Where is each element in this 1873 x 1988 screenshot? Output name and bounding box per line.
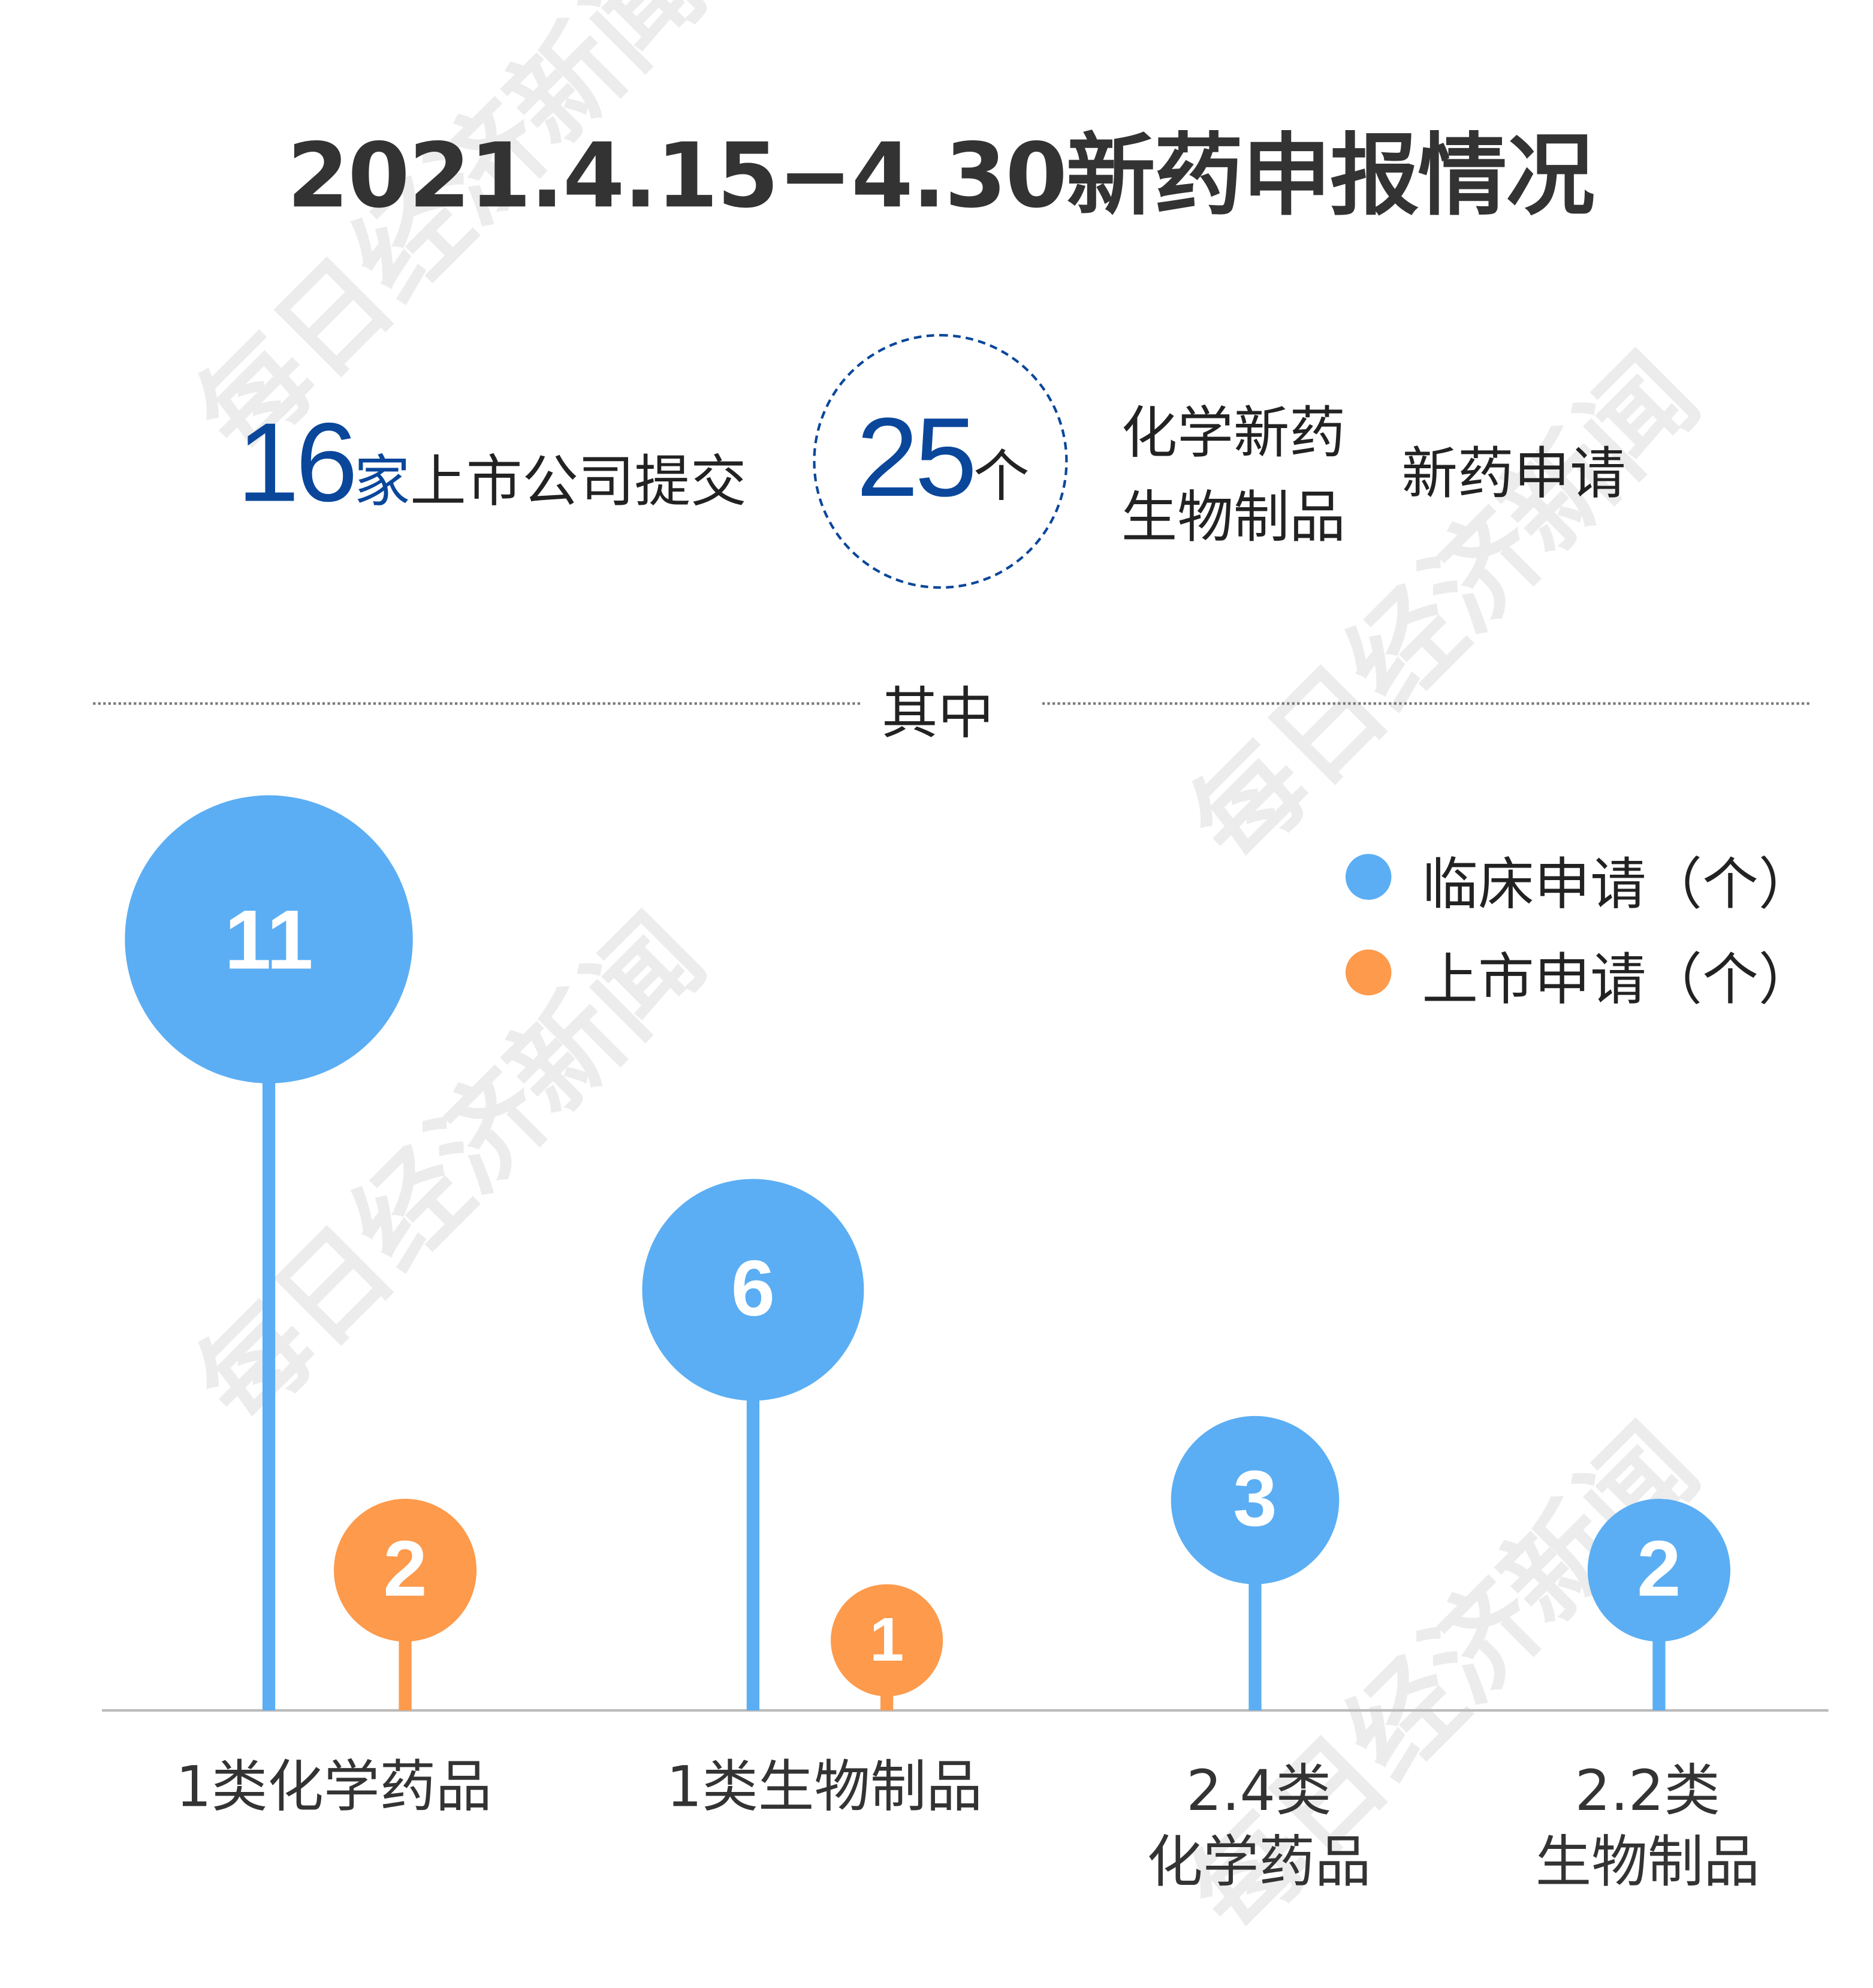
company-text: 上市公司提交 (410, 450, 747, 515)
type-chemical: 化学新药 (1121, 401, 1346, 467)
data-label: 11 (224, 892, 313, 987)
market-bubble: 1 (831, 1584, 943, 1697)
data-label: 3 (1233, 1456, 1277, 1544)
category-label: 1类化学药品 (176, 1755, 492, 1820)
application-unit: 个 (973, 444, 1030, 510)
application-count: 25 (856, 393, 978, 520)
data-label: 2 (383, 1526, 427, 1615)
category-label: 2.2类 生物制品 (1535, 1758, 1760, 1896)
data-label: 2 (1637, 1526, 1681, 1615)
application-summary: 25个 (856, 393, 1030, 523)
category-label: 2.4类 化学药品 (1147, 1758, 1371, 1896)
baseline (102, 1709, 1829, 1712)
application-text: 新药申请 (1401, 442, 1626, 508)
dashed-circle (813, 333, 1068, 589)
data-label: 6 (731, 1246, 776, 1334)
page-title: 2021.4.15−4.30新药申报情况 (286, 124, 1595, 228)
divider-right (1042, 702, 1809, 705)
company-unit: 家 (354, 450, 411, 515)
company-summary: 16家上市公司提交 (237, 397, 746, 528)
legend-marker-clinical (1345, 854, 1392, 900)
clinical-bubble: 2 (1587, 1498, 1731, 1643)
clinical-stem (262, 939, 276, 1710)
data-label: 1 (869, 1606, 904, 1675)
company-count: 16 (237, 399, 358, 525)
clinical-bubble: 3 (1171, 1415, 1340, 1585)
divider-label: 其中 (882, 682, 994, 747)
market-bubble: 2 (333, 1498, 477, 1643)
legend-label-market: 上市申请（个） (1422, 948, 1815, 1014)
type-biological: 生物制品 (1121, 485, 1346, 551)
legend-marker-market (1345, 949, 1392, 996)
clinical-bubble: 11 (124, 794, 414, 1085)
legend-label-clinical: 临床申请（个） (1422, 853, 1815, 918)
clinical-bubble: 6 (641, 1178, 865, 1402)
category-label: 1类生物制品 (666, 1755, 983, 1820)
divider-left (93, 702, 860, 705)
